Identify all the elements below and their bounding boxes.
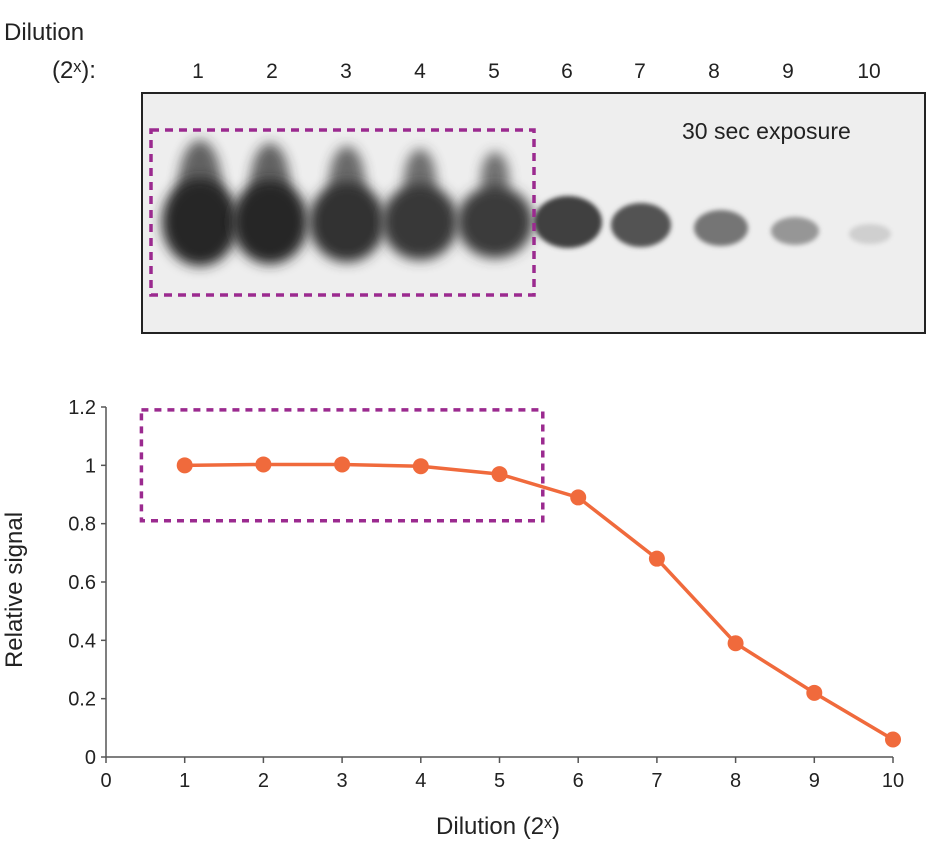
x-tick-label: 8 bbox=[730, 770, 741, 792]
y-tick-label: 1.2 bbox=[68, 397, 96, 419]
y-tick-label: 0 bbox=[85, 747, 96, 769]
lane-label: 1 bbox=[192, 60, 204, 83]
lane-label: 4 bbox=[414, 60, 426, 83]
blot-band bbox=[694, 210, 748, 246]
blot-band bbox=[162, 140, 238, 266]
western-blot-image: 30 sec exposure bbox=[141, 92, 926, 334]
lane-label: 8 bbox=[708, 60, 720, 83]
blot-band bbox=[232, 143, 308, 264]
x-tick-label: 6 bbox=[573, 770, 584, 792]
blot-band bbox=[457, 152, 533, 258]
data-point bbox=[334, 456, 351, 473]
blot-band bbox=[309, 146, 385, 262]
blot-band bbox=[611, 203, 671, 247]
x-tick-label: 7 bbox=[651, 770, 662, 792]
series-line bbox=[184, 462, 894, 742]
blot-band bbox=[534, 196, 602, 248]
lane-label: 7 bbox=[634, 60, 646, 83]
data-point bbox=[570, 489, 587, 506]
data-point bbox=[255, 456, 272, 473]
lane-label: 5 bbox=[488, 60, 500, 83]
data-point bbox=[491, 466, 508, 483]
x-tick-label: 2 bbox=[258, 770, 269, 792]
blot-band bbox=[771, 217, 819, 245]
x-axis-label: Dilution (2ˣ) bbox=[436, 813, 560, 840]
exposure-label: 30 sec exposure bbox=[682, 118, 851, 144]
data-point bbox=[806, 684, 823, 701]
lane-label: 10 bbox=[857, 60, 880, 83]
data-point bbox=[648, 550, 665, 567]
y-tick-label: 0.6 bbox=[68, 572, 96, 594]
blot-band bbox=[382, 149, 458, 260]
data-point bbox=[727, 635, 744, 652]
x-tick-label: 0 bbox=[100, 770, 111, 792]
data-point bbox=[176, 457, 193, 474]
lane-label: 9 bbox=[782, 60, 794, 83]
data-point bbox=[412, 458, 429, 475]
dilution-row-label-exponent: (2ˣ): bbox=[52, 57, 96, 84]
blot-highlight-box bbox=[149, 128, 536, 297]
y-axis-label: Relative signal bbox=[1, 512, 28, 668]
x-tick-label: 4 bbox=[415, 770, 426, 792]
line-chart: 0 0.2 0.4 0.6 0.8 1 1.2 0 1 2 3 4 5 6 7 8 9 10 Relative … bbox=[1, 397, 904, 840]
lane-label: 3 bbox=[340, 60, 352, 83]
x-tick-label: 3 bbox=[337, 770, 348, 792]
dilution-row-label: Dilution bbox=[4, 19, 84, 46]
data-point bbox=[885, 731, 901, 748]
lane-label: 2 bbox=[266, 60, 278, 83]
y-tick-label: 0.4 bbox=[68, 630, 96, 652]
blot-band bbox=[849, 224, 891, 244]
y-tick-label: 1 bbox=[85, 455, 96, 477]
lane-label: 6 bbox=[561, 60, 573, 83]
y-tick-label: 0.2 bbox=[68, 689, 96, 711]
y-tick-label: 0.8 bbox=[68, 514, 96, 536]
lane-labels: 1 2 3 4 5 6 7 8 9 10 bbox=[192, 60, 881, 83]
x-tick-label: 1 bbox=[179, 770, 190, 792]
x-tick-label: 5 bbox=[494, 770, 505, 792]
x-tick-label: 9 bbox=[809, 770, 820, 792]
x-tick-label: 10 bbox=[882, 770, 904, 792]
chart-highlight-box bbox=[139, 408, 545, 523]
